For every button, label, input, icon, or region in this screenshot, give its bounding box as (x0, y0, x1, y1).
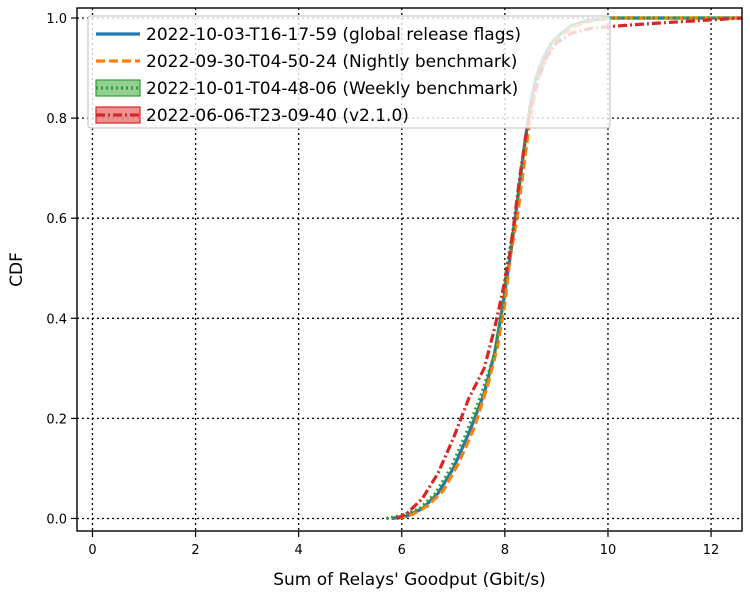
x-tick-label: 12 (703, 543, 720, 558)
legend-entry-label: 2022-10-01-T04-48-06 (Weekly benchmark) (146, 79, 518, 99)
legend-entry-label: 2022-06-06-T23-09-40 (v2.1.0) (146, 106, 409, 126)
legend-box (87, 15, 611, 129)
y-tick-label: 0.0 (46, 512, 67, 527)
legend-entry-label: 2022-10-03-T16-17-59 (global release fla… (146, 25, 521, 45)
x-tick-label: 0 (88, 543, 96, 558)
x-tick-label: 8 (501, 543, 509, 558)
y-tick-label: 0.2 (46, 412, 67, 427)
x-tick-label: 10 (600, 543, 617, 558)
series-line-2 (396, 16, 742, 521)
x-tick-label: 2 (191, 543, 199, 558)
y-tick-label: 0.8 (46, 112, 67, 127)
plot-frame (76, 7, 743, 532)
legend-entry-label: 2022-09-30-T04-50-24 (Nightly benchmark) (146, 52, 517, 72)
y-tick-label: 0.4 (46, 312, 67, 327)
y-axis-label: CDF (7, 252, 27, 287)
x-tick-label: 6 (398, 543, 406, 558)
legend: 2022-10-03-T16-17-59 (global release fla… (87, 15, 611, 129)
x-axis-label: Sum of Relays' Goodput (Gbit/s) (273, 570, 546, 590)
y-tick-label: 1.0 (46, 12, 67, 27)
x-tick-label: 4 (295, 543, 303, 558)
axis-ticks: 0 2 4 6 8 10 12 0.0 0.2 0.4 0.6 0.8 1.0 (46, 12, 719, 558)
y-tick-label: 0.6 (46, 212, 67, 227)
